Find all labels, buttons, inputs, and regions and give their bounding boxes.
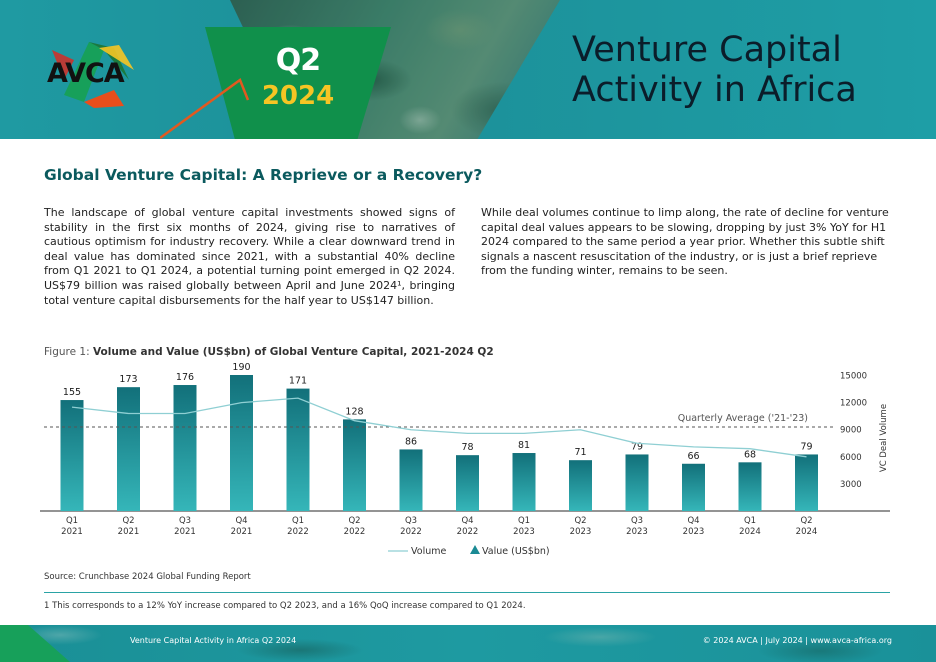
- quarterly-average-label: Quarterly Average ('21-'23): [678, 413, 808, 424]
- bar-value-label: 171: [289, 376, 307, 387]
- footnote-divider: [44, 592, 890, 593]
- x-tick-year: 2021: [118, 527, 140, 537]
- bar-q1-2023: [512, 453, 536, 511]
- right-axis-tick: 9000: [840, 426, 862, 436]
- bar-value-label: 71: [574, 447, 586, 458]
- x-tick-year: 2024: [739, 527, 761, 537]
- figure-source: Source: Crunchbase 2024 Global Funding R…: [44, 572, 251, 582]
- page-title-line2: Activity in Africa: [572, 70, 857, 110]
- volume-series-line: [71, 397, 807, 458]
- x-tick-year: 2023: [513, 527, 535, 537]
- x-tick-quarter: Q1: [292, 516, 304, 526]
- x-tick-year: 2022: [457, 527, 479, 537]
- x-tick-quarter: Q3: [179, 516, 191, 526]
- figure-caption: Figure 1: Volume and Value (US$bn) of Gl…: [44, 346, 494, 358]
- x-tick-quarter: Q4: [461, 516, 473, 526]
- x-tick-quarter: Q2: [800, 516, 812, 526]
- year-label: 2024: [261, 81, 335, 111]
- x-tick-quarter: Q2: [122, 516, 134, 526]
- footer-report-title: Venture Capital Activity in Africa Q2 20…: [130, 636, 297, 645]
- right-axis-tick: 15000: [840, 372, 867, 382]
- footer-texture: [0, 625, 936, 662]
- x-tick-quarter: Q3: [405, 516, 417, 526]
- bar-q4-2021: [230, 375, 253, 511]
- x-tick-quarter: Q1: [518, 516, 530, 526]
- bar-q2-2022: [343, 419, 366, 511]
- bar-q2-2024: [795, 454, 818, 511]
- x-tick-year: 2021: [231, 527, 253, 537]
- x-tick-quarter: Q2: [574, 516, 586, 526]
- x-tick-year: 2021: [61, 527, 83, 537]
- x-tick-quarter: Q1: [66, 516, 78, 526]
- bar-value-label: 176: [176, 372, 194, 383]
- x-tick-quarter: Q2: [348, 516, 360, 526]
- bar-q4-2023: [682, 463, 705, 511]
- figure-caption-prefix: Figure 1:: [44, 346, 93, 358]
- right-axis-tick: 3000: [840, 480, 862, 490]
- bar-value-label: 81: [518, 440, 530, 451]
- bar-value-label: 173: [119, 374, 137, 385]
- x-tick-quarter: Q4: [687, 516, 699, 526]
- avca-logo-icon: [52, 42, 134, 108]
- decorative-stroke: [160, 78, 250, 139]
- bar-value-label: 86: [405, 436, 417, 447]
- right-axis-label: VC Deal Volume: [879, 404, 889, 472]
- legend-value-label: Value (US$bn): [482, 546, 550, 557]
- x-tick-quarter: Q3: [631, 516, 643, 526]
- bar-q3-2021: [173, 385, 197, 511]
- bar-value-label: 66: [687, 451, 699, 462]
- x-tick-year: 2022: [287, 527, 309, 537]
- paragraph-right: While deal volumes continue to limp alon…: [481, 206, 889, 278]
- legend-volume-label: Volume: [411, 546, 446, 557]
- bar-value-label: 190: [232, 362, 250, 373]
- page-title: Venture Capital Activity in Africa: [572, 30, 932, 110]
- bar-value-label: 78: [461, 442, 473, 453]
- bar-value-label: 79: [631, 441, 643, 452]
- bar-q3-2022: [399, 449, 423, 511]
- x-tick-year: 2021: [174, 527, 196, 537]
- legend-value-swatch: [470, 545, 480, 554]
- x-tick-year: 2022: [344, 527, 366, 537]
- page-header: Q2 2024 Venture Capital Activity in Afri…: [0, 0, 936, 139]
- logo-text: AVCA: [47, 58, 125, 89]
- bar-value-label: 79: [800, 441, 812, 452]
- right-axis-tick: 12000: [840, 399, 867, 409]
- x-tick-year: 2023: [626, 527, 648, 537]
- bar-q1-2022: [286, 388, 310, 511]
- bar-q1-2021: [60, 400, 84, 511]
- bar-q1-2024: [738, 462, 762, 511]
- figure-caption-title: Volume and Value (US$bn) of Global Ventu…: [92, 346, 494, 358]
- x-tick-year: 2023: [683, 527, 705, 537]
- bar-q2-2021: [117, 387, 140, 511]
- x-tick-year: 2023: [570, 527, 592, 537]
- article-heading: Global Venture Capital: A Reprieve or a …: [44, 166, 483, 184]
- page-footer: Venture Capital Activity in Africa Q2 20…: [0, 625, 936, 662]
- bar-q3-2023: [625, 454, 649, 511]
- page-title-line1: Venture Capital: [572, 30, 842, 70]
- paragraph-left: The landscape of global venture capital …: [44, 206, 455, 307]
- footnote: 1 This corresponds to a 12% YoY increase…: [44, 601, 526, 611]
- x-tick-year: 2024: [796, 527, 818, 537]
- bar-value-label: 68: [744, 449, 756, 460]
- footer-copyright: © 2024 AVCA | July 2024 | www.avca-afric…: [702, 636, 892, 645]
- bar-q2-2023: [569, 460, 592, 511]
- quarter-label: Q2: [275, 43, 321, 78]
- right-axis-tick: 6000: [840, 453, 862, 463]
- bar-value-label: 128: [345, 406, 363, 417]
- x-tick-year: 2022: [400, 527, 422, 537]
- x-tick-quarter: Q4: [235, 516, 247, 526]
- bar-q4-2022: [456, 455, 479, 511]
- x-tick-quarter: Q1: [744, 516, 756, 526]
- bar-value-label: 155: [63, 387, 81, 398]
